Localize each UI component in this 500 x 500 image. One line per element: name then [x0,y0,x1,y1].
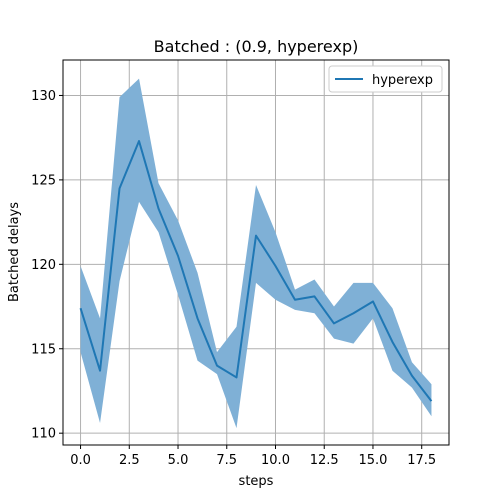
x-tick-label: 5.0 [168,453,189,468]
y-tick-label: 130 [31,89,56,104]
x-axis: 0.0 2.5 5.0 7.5 10.0 12.5 15.0 17.5 [70,445,436,468]
y-tick-label: 110 [31,427,56,442]
legend-label: hyperexp [372,73,433,88]
y-tick-label: 115 [31,342,56,357]
chart-title: Batched : (0.9, hyperexp) [154,37,359,56]
x-tick-label: 15.0 [358,453,387,468]
x-axis-label: steps [239,474,274,489]
y-axis-label: Batched delays [7,202,22,302]
y-axis: 110 115 120 125 130 [31,89,63,442]
x-tick-label: 12.5 [310,453,339,468]
confidence-band-layer [81,79,432,429]
legend: hyperexp [329,66,442,92]
y-tick-label: 120 [31,258,56,273]
x-tick-label: 7.5 [216,453,237,468]
x-tick-label: 2.5 [119,453,140,468]
x-tick-label: 10.0 [261,453,290,468]
x-tick-label: 17.5 [407,453,436,468]
x-tick-label: 0.0 [70,453,91,468]
confidence-band [81,79,432,429]
y-tick-label: 125 [31,173,56,188]
